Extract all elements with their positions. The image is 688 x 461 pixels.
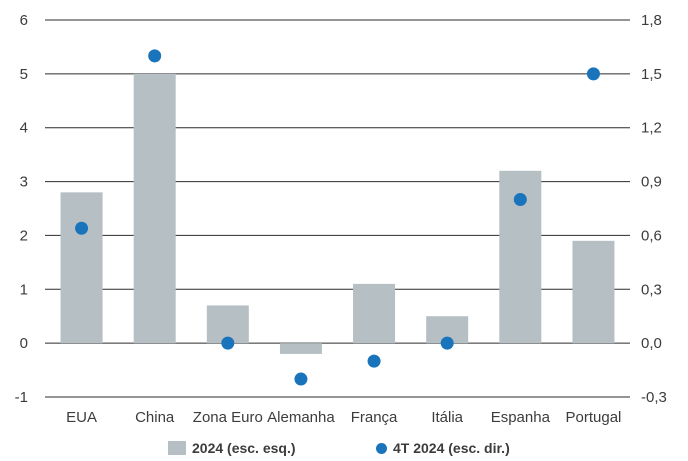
gridlines (45, 19, 630, 398)
dot-series (75, 49, 600, 386)
legend-item-dot: 4T 2024 (esc. dir.) (376, 440, 510, 456)
left-tick-label: 0 (20, 335, 28, 352)
left-tick-label: 5 (20, 66, 28, 83)
left-tick-label: 2 (20, 227, 28, 244)
data-point (586, 67, 600, 81)
x-tick-label: França (351, 409, 398, 426)
data-point (75, 221, 89, 235)
bar (572, 240, 615, 344)
legend-item-bar: 2024 (esc. esq.) (168, 440, 296, 456)
left-tick-label: 6 (20, 12, 28, 29)
x-tick-label: EUA (66, 409, 97, 426)
bar-series (60, 73, 615, 354)
data-point (440, 336, 454, 350)
data-point (513, 193, 527, 207)
right-axis-ticks: -0,3 0,0 0,3 0,6 0,9 1,2 1,5 1,8 (641, 12, 667, 406)
x-tick-label: Portugal (566, 409, 622, 426)
x-tick-label: Alemanha (267, 409, 335, 426)
legend-dot-swatch (376, 442, 387, 454)
left-axis-ticks: -1 0 1 2 3 4 5 6 (15, 12, 28, 406)
right-tick-label: 0,0 (641, 335, 662, 352)
x-tick-label: Espanha (491, 409, 551, 426)
bar (353, 283, 396, 344)
right-tick-label: 1,8 (641, 12, 662, 29)
right-tick-label: 0,9 (641, 174, 662, 191)
bar (279, 343, 322, 354)
left-tick-label: 4 (20, 120, 28, 137)
data-point (294, 372, 308, 386)
left-tick-label: 3 (20, 174, 28, 191)
right-tick-label: -0,3 (641, 389, 667, 406)
legend: 2024 (esc. esq.) 4T 2024 (esc. dir.) (0, 440, 688, 460)
x-tick-label: Zona Euro (193, 409, 263, 426)
legend-bar-swatch (168, 441, 186, 455)
x-tick-label: Itália (431, 409, 463, 426)
right-tick-label: 1,5 (641, 66, 662, 83)
data-point (148, 49, 162, 63)
right-tick-label: 0,3 (641, 281, 662, 298)
data-point (221, 336, 235, 350)
data-point (367, 354, 381, 368)
right-tick-label: 0,6 (641, 227, 662, 244)
left-tick-label: -1 (15, 389, 28, 406)
bar (133, 73, 176, 344)
legend-label-bar: 2024 (esc. esq.) (192, 440, 296, 456)
x-tick-label: China (135, 409, 175, 426)
right-tick-label: 1,2 (641, 120, 662, 137)
legend-label-dot: 4T 2024 (esc. dir.) (393, 440, 510, 456)
left-tick-label: 1 (20, 281, 28, 298)
x-axis-labels: EUA China Zona Euro Alemanha França Itália Esp… (66, 409, 621, 426)
bar (60, 192, 103, 344)
